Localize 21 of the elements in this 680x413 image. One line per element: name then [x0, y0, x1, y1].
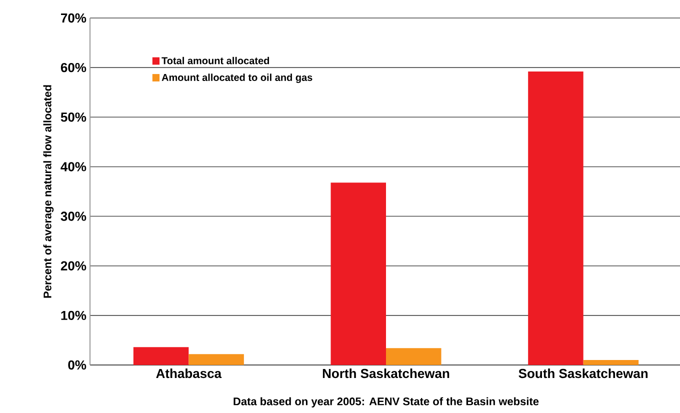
legend-label: Total amount allocated [162, 56, 270, 64]
y-tick-label: 60% [60, 62, 86, 72]
x-tick-label: North Saskatchewan [322, 368, 450, 378]
bar [188, 354, 244, 365]
y-tick-label: 70% [61, 13, 86, 23]
y-tick-label: 50% [60, 112, 86, 122]
legend-label: Amount allocated to oil and gas [162, 74, 312, 84]
bar [386, 348, 442, 365]
x-tick-label: South Saskatchewan [518, 368, 648, 378]
bar [583, 360, 639, 365]
bar [528, 72, 584, 365]
y-tick-label: 0% [68, 360, 86, 370]
y-tick-label: 30% [60, 212, 86, 221]
y-tick-label: 40% [60, 162, 86, 172]
y-axis-title: Percent of average natural flow allocated [43, 85, 54, 298]
bar [133, 347, 189, 365]
y-tick-label: 20% [60, 261, 86, 270]
x-tick-label: Athabasca [156, 368, 222, 378]
y-tick-label: 10% [61, 310, 86, 320]
text: Data based on year 2005: AENV State of the Basin website [234, 397, 539, 408]
bar [330, 182, 386, 365]
